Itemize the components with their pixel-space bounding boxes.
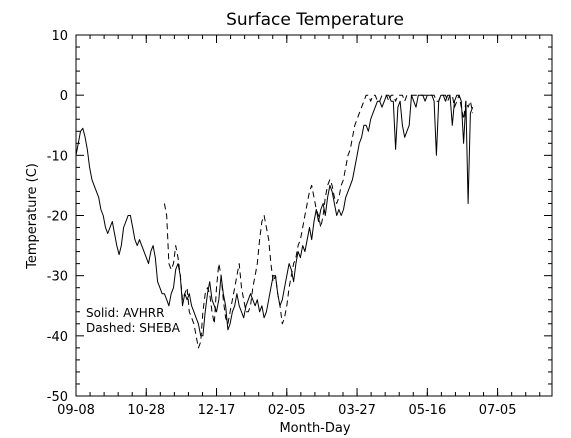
x-tick-label: 10-28 xyxy=(127,403,165,418)
series-line-sheba xyxy=(163,94,474,349)
data-series xyxy=(75,94,474,349)
x-axis-label: Month-Day xyxy=(279,421,350,436)
x-tick-label: 07-05 xyxy=(479,403,517,418)
x-tick-label: 03-27 xyxy=(338,403,376,418)
y-tick-label: 10 xyxy=(51,29,68,44)
x-tick-label: 05-16 xyxy=(408,403,446,418)
y-tick-label: -10 xyxy=(47,149,68,164)
y-tick-label: 0 xyxy=(60,89,68,104)
legend-dashed-label: Dashed: SHEBA xyxy=(86,321,181,335)
y-tick-label: -40 xyxy=(47,330,68,345)
x-tick-label: 02-05 xyxy=(268,403,306,418)
legend-solid-label: Solid: AVHRR xyxy=(86,306,164,320)
y-tick-label: -30 xyxy=(47,270,68,285)
plot-axes xyxy=(75,34,553,397)
y-tick-label: -50 xyxy=(47,390,68,405)
series-line-avhrr xyxy=(75,94,474,337)
x-tick-label: 12-17 xyxy=(198,403,236,418)
y-axis-label: Temperature (C) xyxy=(25,163,40,270)
chart-title: Surface Temperature xyxy=(226,10,404,30)
x-tick-label: 09-08 xyxy=(57,403,95,418)
y-tick-label: -20 xyxy=(47,210,68,225)
plot-frame xyxy=(75,34,553,397)
